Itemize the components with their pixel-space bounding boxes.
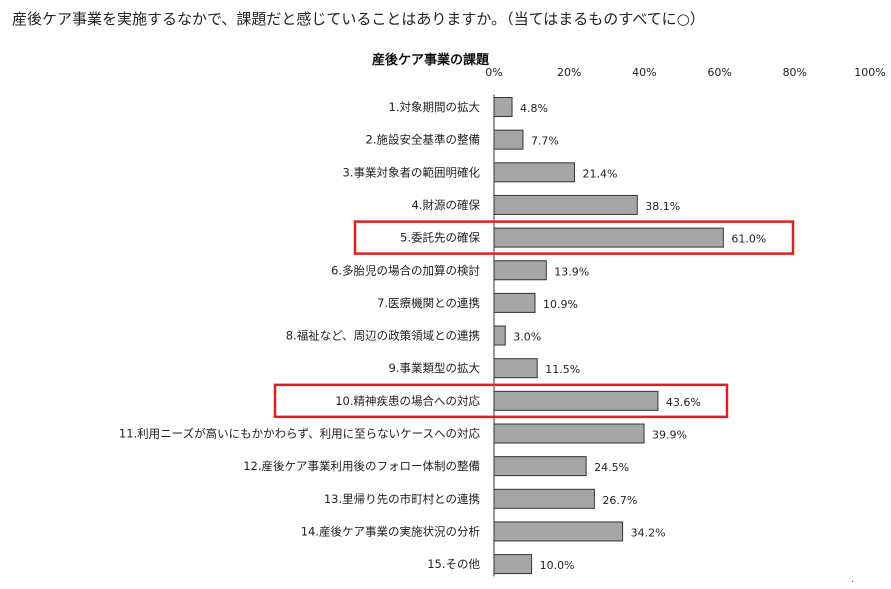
category-labels: 1.対象期間の拡大 2.施設安全基準の整備 3.事業対象者の範囲明確化 4.財源の確保… [119, 100, 481, 571]
value-label: 34.2% [631, 526, 666, 539]
category-label: 4.財源の確保 [412, 198, 481, 212]
value-label: 4.8% [520, 102, 548, 115]
x-tick-label: 100% [854, 66, 885, 79]
category-label: 2.施設安全基準の整備 [366, 133, 480, 147]
category-label: 8.福祉など、周辺の政策領域との連携 [286, 329, 480, 343]
category-label: 15.その他 [427, 557, 480, 571]
x-tick-label: 80% [783, 66, 807, 79]
value-label: 43.6% [666, 396, 701, 409]
category-label: 1.対象期間の拡大 [389, 100, 481, 114]
bar [493, 292, 536, 313]
highlight-box [353, 220, 795, 255]
bar [493, 325, 506, 346]
bar [493, 260, 547, 281]
category-label: 10.精神疾患の場合への対応 [335, 394, 480, 408]
value-label: 10.9% [543, 298, 578, 311]
bars [493, 97, 724, 575]
bar [493, 423, 645, 444]
bar [493, 97, 513, 117]
value-label: 61.0% [731, 233, 766, 246]
highlight-boxes [273, 220, 795, 419]
x-tick-label: 0% [485, 66, 502, 79]
bar [493, 390, 659, 411]
bar [493, 488, 595, 509]
x-tick-label: 60% [707, 66, 731, 79]
category-label: 11.利用ニーズが高いにもかかわらず、利用に至らないケースへの対応 [119, 427, 481, 441]
question-text: 産後ケア事業を実施するなかで、課題だと感じていることはありますか。（当てはまるも… [12, 10, 705, 28]
value-label: 7.7% [531, 135, 559, 148]
value-label: 21.4% [582, 167, 617, 180]
highlight-box [273, 383, 729, 419]
category-label: 3.事業対象者の範囲明確化 [343, 165, 481, 179]
value-label: 13.9% [554, 265, 589, 278]
category-label: 9.事業類型の拡大 [389, 361, 481, 375]
category-label: 7.医療機関との連携 [377, 296, 480, 310]
value-label: 38.1% [645, 200, 680, 213]
bar [493, 554, 533, 575]
value-label: 11.5% [545, 363, 580, 376]
bar [493, 129, 524, 150]
bar [493, 194, 638, 215]
bar [493, 456, 587, 477]
bar [493, 227, 724, 248]
value-labels: 4.8% 7.7% 21.4% 38.1% 61.0% 13.9% 10.9% 3.0% 11.… [513, 102, 766, 572]
chart-title: 産後ケア事業の課題 [372, 53, 490, 68]
x-tick-label: 20% [557, 66, 581, 79]
value-label: 24.5% [594, 461, 629, 474]
bar [493, 521, 624, 542]
value-label: 10.0% [540, 559, 575, 572]
category-label: 6.多胎児の場合の加算の検討 [331, 263, 480, 277]
x-tick-label: 40% [632, 66, 656, 79]
category-label: 13.里帰り先の市町村との連携 [324, 492, 480, 506]
bar [493, 358, 538, 379]
stray-mark: . [851, 574, 855, 585]
value-label: 26.7% [602, 494, 637, 507]
x-axis-ticks: 0% 20% 40% 60% 80% 100% [485, 66, 885, 79]
bar [493, 162, 575, 183]
category-label: 12.産後ケア事業利用後のフォロー体制の整備 [243, 459, 480, 473]
category-label: 14.産後ケア事業の実施状況の分析 [301, 524, 480, 538]
category-label: 5.委託先の確保 [400, 231, 480, 245]
value-label: 39.9% [652, 429, 687, 442]
value-label: 3.0% [513, 331, 541, 344]
